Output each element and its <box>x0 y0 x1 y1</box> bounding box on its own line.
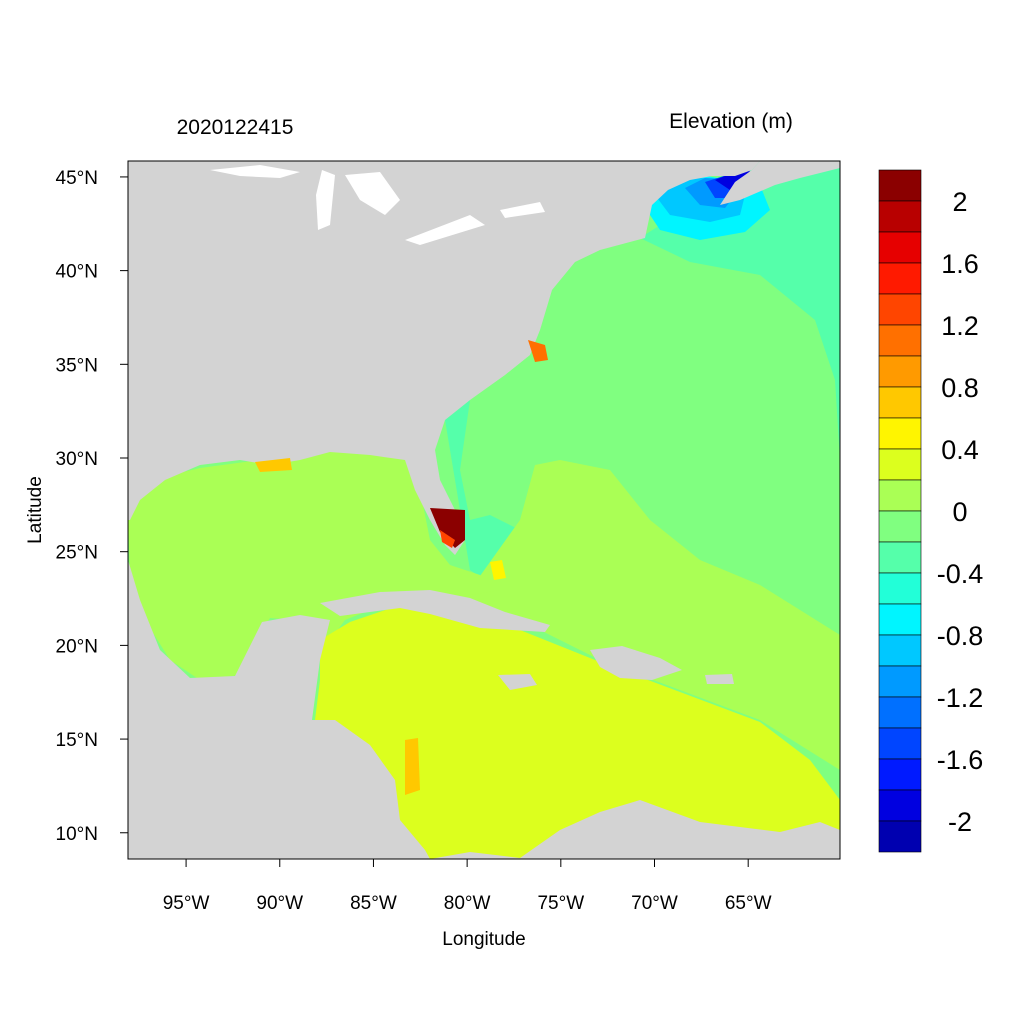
colorbar-box <box>878 200 922 233</box>
x-tick-label: 70°W <box>631 893 678 914</box>
x-tick-label: 65°W <box>725 893 772 914</box>
lakes <box>210 165 545 245</box>
y-tick-label: 25°N <box>56 543 98 564</box>
colorbar-box <box>878 355 922 388</box>
plot-border <box>127 160 841 860</box>
y-tick-label: 30°N <box>56 449 98 470</box>
colorbar-box <box>878 231 922 264</box>
colorbar-label: -2 <box>948 807 972 837</box>
colorbar-box <box>878 665 922 698</box>
colorbar-box <box>878 324 922 357</box>
cuba <box>320 590 550 632</box>
caribbean-sea <box>315 598 840 859</box>
lake-michigan <box>316 170 335 230</box>
colorbar-label: -0.8 <box>937 621 984 651</box>
colorbar-box <box>878 696 922 729</box>
colorbar-box <box>878 479 922 512</box>
colorbar-label: -0.4 <box>937 559 984 589</box>
x-axis-label: Longitude <box>442 929 525 950</box>
gulf-of-maine-5 <box>715 168 752 190</box>
y-axis-label: Latitude <box>25 476 46 544</box>
outer-banks-hotspot <box>528 340 548 362</box>
y-tick-label: 40°N <box>56 262 98 283</box>
colorbar-box <box>878 262 922 295</box>
colorbar-box <box>878 386 922 419</box>
y-tick-label: 15°N <box>56 730 98 751</box>
colorbar-box <box>878 727 922 760</box>
colorbar-box <box>878 758 922 791</box>
y-tick-label: 20°N <box>56 636 98 657</box>
x-tick-label: 75°W <box>537 893 584 914</box>
x-axis: 95°W 90°W 85°W 80°W 75°W 70°W 65°W <box>163 859 772 914</box>
y-tick-label: 35°N <box>56 355 98 376</box>
colorbar-box <box>878 293 922 326</box>
central-america-land <box>128 560 430 859</box>
colorbar-box <box>878 417 922 450</box>
colorbar-box <box>878 820 922 853</box>
y-tick-label: 45°N <box>56 168 98 189</box>
cuba-south-yellow <box>490 560 506 580</box>
x-tick-label: 95°W <box>163 893 210 914</box>
y-tick-label: 10°N <box>56 824 98 845</box>
colorbar-box <box>878 510 922 543</box>
x-tick-label: 85°W <box>350 893 397 914</box>
lake-erie <box>405 215 485 245</box>
x-tick-label: 80°W <box>444 893 491 914</box>
map-plot <box>128 161 840 859</box>
timestamp-title: 2020122415 <box>177 116 294 139</box>
colorbar-box <box>878 541 922 574</box>
louisiana-coast-hotspot <box>255 458 292 472</box>
colorbar-label: 0.4 <box>941 435 979 465</box>
y-axis: 45°N 40°N 35°N 30°N 25°N 20°N 15°N 10°N <box>56 168 128 845</box>
colorbar: 2 1.6 1.2 0.8 0.4 0 -0.4 -0.8 -1.2 -1.6 -2 <box>878 169 984 853</box>
colorbar-label: 0 <box>952 497 967 527</box>
puerto-rico <box>705 674 734 684</box>
hispaniola <box>590 646 682 680</box>
gulf-of-mexico <box>128 452 500 680</box>
atlantic-tongue <box>340 460 840 770</box>
colorbar-box <box>878 572 922 605</box>
colorbar-label: 1.6 <box>941 249 979 279</box>
x-tick-label: 90°W <box>256 893 303 914</box>
florida-keys-hotspot <box>440 530 455 548</box>
colorbar-box <box>878 603 922 636</box>
variable-title: Elevation (m) <box>669 110 793 133</box>
colorbar-box <box>878 789 922 822</box>
colorbar-label: 0.8 <box>941 373 979 403</box>
lake-superior <box>210 165 300 178</box>
colorbar-label: 1.2 <box>941 311 979 341</box>
colorbar-label: 2 <box>952 187 967 217</box>
colorbar-box <box>878 448 922 481</box>
nova-scotia-land <box>720 161 840 205</box>
lake-ontario <box>500 202 545 218</box>
colorbar-box <box>878 169 922 202</box>
jamaica <box>498 674 537 690</box>
lake-huron <box>345 172 400 215</box>
south-america-land <box>430 800 840 859</box>
florida-flooding <box>430 508 465 548</box>
colorbar-label: -1.6 <box>937 745 984 775</box>
honduras-coast <box>405 738 420 795</box>
colorbar-box <box>878 634 922 667</box>
north-america-land <box>128 161 760 555</box>
colorbar-label: -1.2 <box>937 683 984 713</box>
land <box>128 161 840 859</box>
